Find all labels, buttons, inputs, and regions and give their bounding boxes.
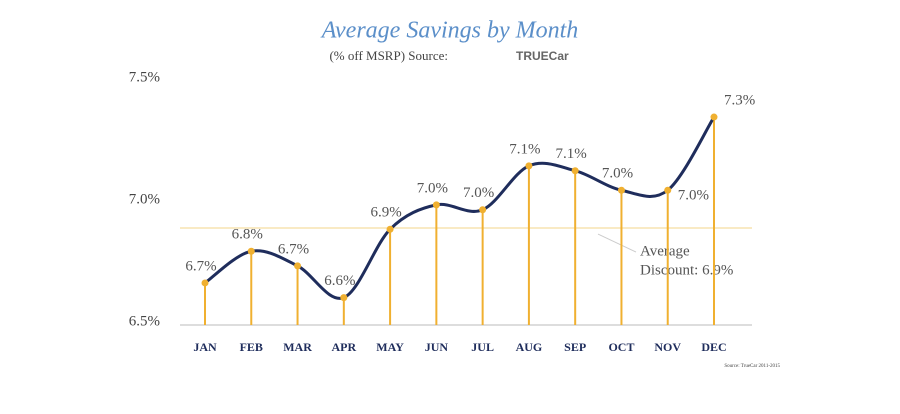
value-label: 7.0% (463, 185, 494, 201)
average-label: Discount: 6.9% (640, 262, 733, 278)
marker (710, 113, 718, 121)
value-label: 7.0% (678, 188, 709, 204)
value-label: 7.0% (602, 166, 633, 182)
value-label: 7.1% (509, 141, 540, 157)
x-tick-label: AUG (516, 340, 543, 354)
value-label: 6.9% (370, 205, 401, 221)
value-label: 6.6% (324, 273, 355, 289)
marker (479, 206, 487, 214)
marker (201, 279, 209, 287)
y-tick-label: 7.0% (129, 191, 160, 207)
source-note: Source: TrueCar 2011-2015 (724, 364, 780, 369)
x-tick-label: FEB (240, 340, 263, 354)
x-tick-label: NOV (654, 340, 681, 354)
marker (247, 247, 255, 255)
x-tick-label: OCT (608, 340, 634, 354)
marker (386, 225, 394, 233)
x-tick-label: JAN (193, 340, 217, 354)
y-tick-label: 7.5% (129, 69, 160, 85)
marker (664, 186, 672, 194)
value-label: 7.0% (417, 180, 448, 196)
value-label: 6.7% (278, 241, 309, 257)
x-tick-label: DEC (701, 340, 726, 354)
marker (340, 294, 348, 302)
chart-title: Average Savings by Month (320, 18, 579, 44)
x-tick-label: JUN (425, 340, 449, 354)
line (204, 116, 716, 300)
marker (571, 167, 579, 175)
source-logo: TRUECar (516, 49, 569, 63)
value-label: 6.8% (232, 227, 263, 243)
value-label: 7.3% (724, 92, 755, 108)
value-label: 7.1% (556, 146, 587, 162)
x-tick-label: MAR (283, 340, 312, 354)
average-label: Average (640, 243, 690, 259)
chart-subtitle: (% off MSRP) Source: (329, 48, 448, 63)
marker (294, 262, 302, 270)
y-tick-label: 6.5% (129, 313, 160, 329)
average-leader (597, 233, 637, 253)
x-tick-label: SEP (564, 340, 586, 354)
marker (525, 162, 533, 170)
x-tick-label: APR (331, 340, 356, 354)
x-tick-label: JUL (471, 340, 494, 354)
value-label: 6.7% (185, 258, 216, 274)
x-tick-label: MAY (376, 340, 404, 354)
marker (432, 201, 440, 209)
marker (617, 186, 625, 194)
